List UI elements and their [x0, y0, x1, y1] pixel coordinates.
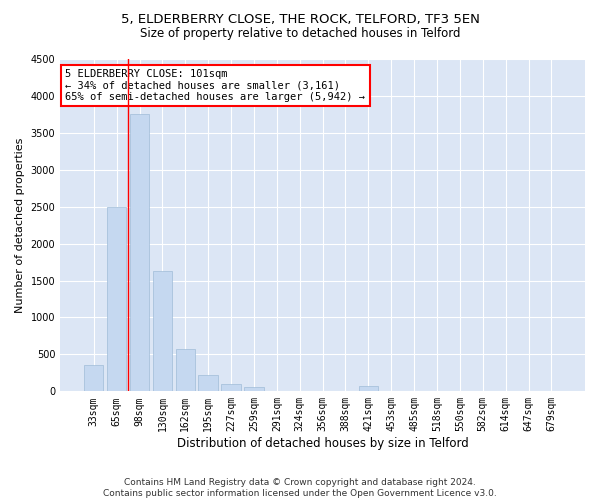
Bar — [84, 366, 103, 392]
Bar — [244, 387, 263, 392]
Bar — [176, 349, 195, 392]
Bar — [130, 114, 149, 392]
Bar — [152, 272, 172, 392]
Text: Size of property relative to detached houses in Telford: Size of property relative to detached ho… — [140, 28, 460, 40]
X-axis label: Distribution of detached houses by size in Telford: Distribution of detached houses by size … — [177, 437, 469, 450]
Text: 5 ELDERBERRY CLOSE: 101sqm
← 34% of detached houses are smaller (3,161)
65% of s: 5 ELDERBERRY CLOSE: 101sqm ← 34% of deta… — [65, 69, 365, 102]
Bar — [359, 386, 378, 392]
Text: 5, ELDERBERRY CLOSE, THE ROCK, TELFORD, TF3 5EN: 5, ELDERBERRY CLOSE, THE ROCK, TELFORD, … — [121, 12, 479, 26]
Y-axis label: Number of detached properties: Number of detached properties — [15, 138, 25, 313]
Bar — [199, 374, 218, 392]
Bar — [107, 206, 127, 392]
Bar — [221, 384, 241, 392]
Text: Contains HM Land Registry data © Crown copyright and database right 2024.
Contai: Contains HM Land Registry data © Crown c… — [103, 478, 497, 498]
